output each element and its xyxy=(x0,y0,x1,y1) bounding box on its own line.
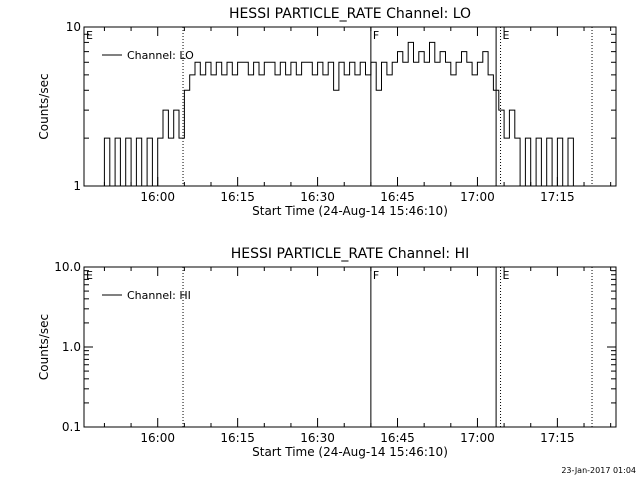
x-tick-label: 16:30 xyxy=(300,190,335,204)
x-tick-label: 16:45 xyxy=(380,190,415,204)
x-axis-label: Start Time (24-Aug-14 15:46:10) xyxy=(252,204,448,218)
plot-frame xyxy=(83,26,617,187)
chart-lo: HESSI PARTICLE_RATE Channel: LO 16:00 16:1… xyxy=(37,6,617,218)
flag-label: E xyxy=(86,269,93,282)
x-tick-label: 16:15 xyxy=(220,431,255,445)
flag-label: F xyxy=(373,269,379,282)
x-tick-label: 17:00 xyxy=(460,190,495,204)
y-tick-label: 0.1 xyxy=(62,420,81,434)
y-tick-label: 10 xyxy=(66,20,81,34)
flag-label: F xyxy=(373,29,379,42)
y-tick-label: 10.0 xyxy=(54,260,81,274)
x-axis-label: Start Time (24-Aug-14 15:46:10) xyxy=(252,445,448,459)
y-axis-label: Counts/sec xyxy=(37,314,51,380)
y-tick-label: 1.0 xyxy=(62,340,81,354)
x-tick-label: 16:00 xyxy=(140,190,175,204)
y-tick-label: 1 xyxy=(73,179,81,193)
timestamp: 23-Jan-2017 01:04 xyxy=(561,466,636,475)
legend-label: Channel: LO xyxy=(127,49,194,62)
chart-title: HESSI PARTICLE_RATE Channel: LO xyxy=(229,6,471,22)
flag-label: E xyxy=(86,29,93,42)
x-tick-label: 17:15 xyxy=(540,190,575,204)
series-line-channel-lo xyxy=(99,41,579,186)
x-tick-label: 17:15 xyxy=(540,431,575,445)
x-tick-label: 17:00 xyxy=(460,431,495,445)
chart-hi: HESSI PARTICLE_RATE Channel: HI 16:00 16:1… xyxy=(37,246,617,459)
x-tick-label: 16:00 xyxy=(140,431,175,445)
x-tick-label: 16:45 xyxy=(380,431,415,445)
y-axis-label: Counts/sec xyxy=(37,73,51,139)
chart-title: HESSI PARTICLE_RATE Channel: HI xyxy=(231,246,469,262)
x-tick-label: 16:15 xyxy=(220,190,255,204)
flag-label: E xyxy=(503,269,510,282)
x-tick-label: 16:30 xyxy=(300,431,335,445)
flag-label: E xyxy=(503,29,510,42)
legend-label: Channel: HI xyxy=(127,289,191,302)
